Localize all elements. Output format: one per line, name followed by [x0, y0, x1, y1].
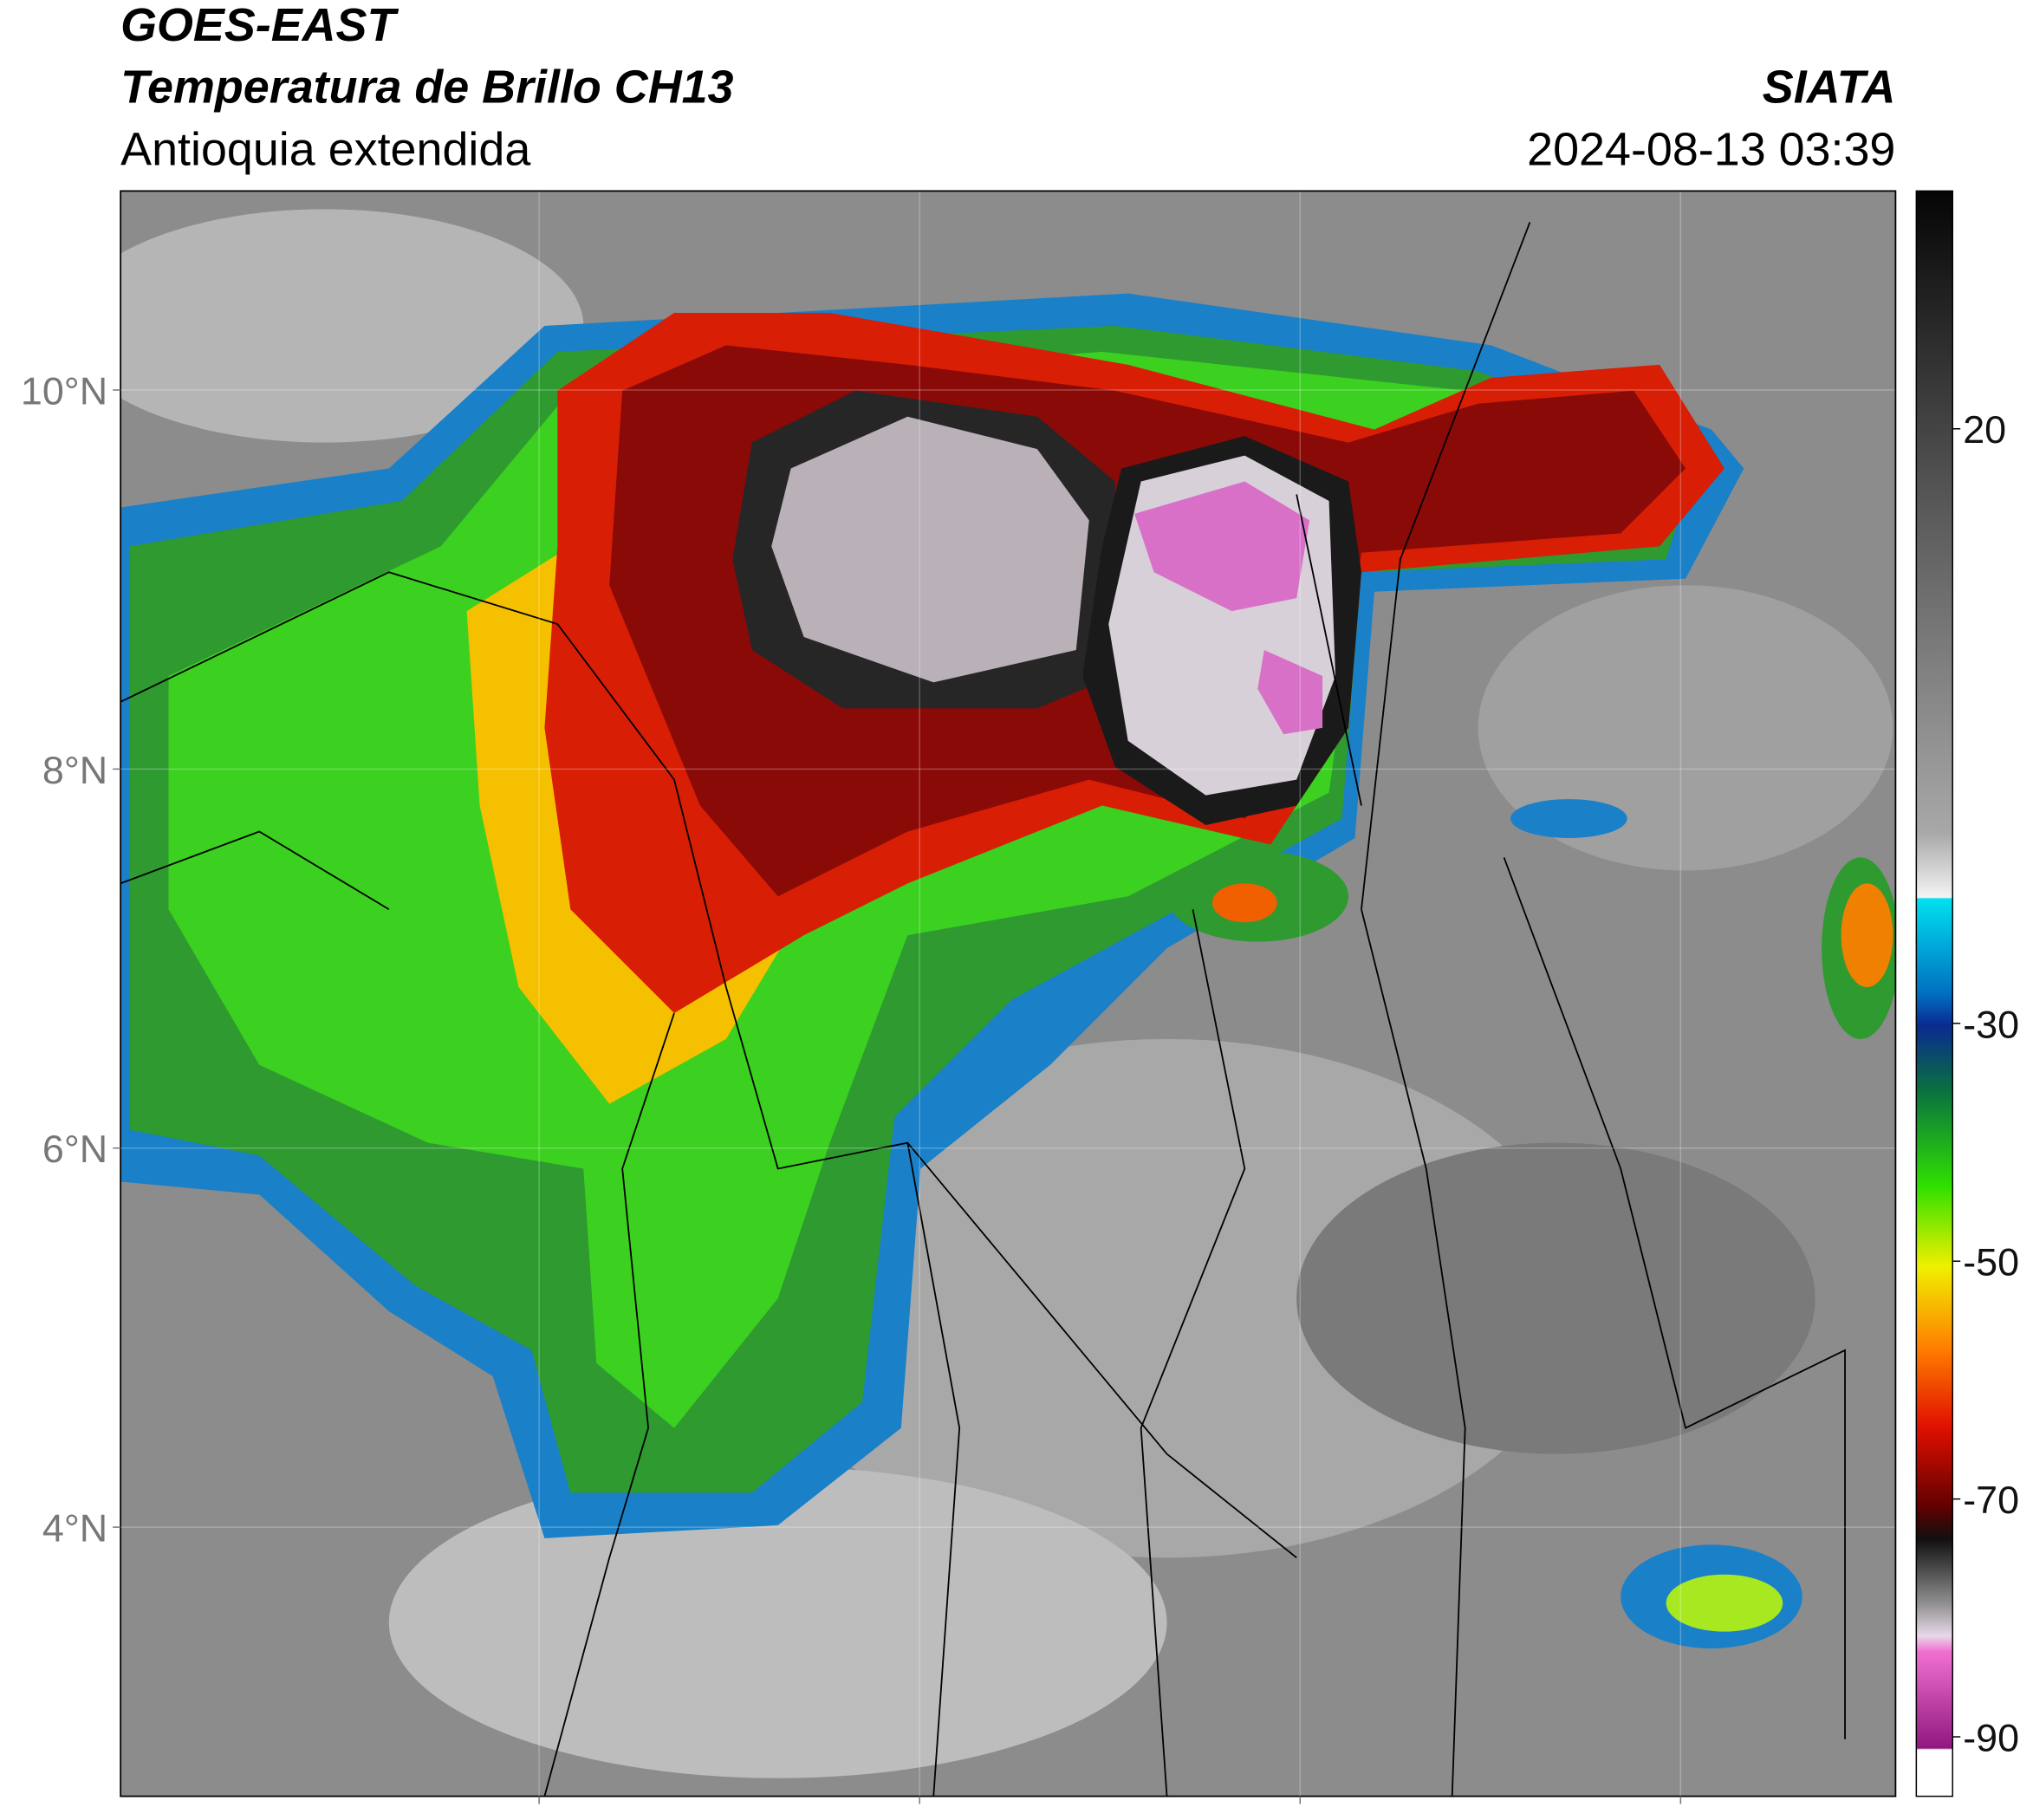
cloud — [1478, 585, 1893, 871]
x-tick-label: 74°W — [1252, 1812, 1348, 1820]
x-tick-label: 72°W — [1633, 1812, 1729, 1820]
cold-cloud — [1211, 883, 1277, 923]
colorbar-tick-label: 20 — [1963, 407, 2006, 452]
colorbar — [1915, 190, 1953, 1797]
y-tick-label: 10°N — [21, 368, 107, 413]
map-frame — [120, 190, 1897, 1797]
y-tick-label: 4°N — [42, 1506, 107, 1550]
x-tick-label: 76°W — [872, 1812, 968, 1820]
cloud — [1296, 1142, 1815, 1454]
satellite: GOES-EAST — [120, 0, 399, 51]
border — [120, 221, 1846, 1797]
y-tick-label: 8°N — [42, 748, 107, 792]
cold-core — [1257, 650, 1323, 735]
agency: SIATA — [1763, 62, 1896, 114]
colorbar-tick-label: -30 — [1963, 1002, 2019, 1046]
datetime: 2024-08-13 03:39 — [1527, 123, 1895, 175]
cloud — [120, 209, 584, 443]
cloud — [388, 1466, 1167, 1778]
colorbar-tick-label: -50 — [1963, 1240, 2019, 1284]
product: Temperatura de Brillo CH13 — [120, 62, 733, 114]
cold-core — [1134, 481, 1310, 612]
colorbar-tick-label: -90 — [1963, 1715, 2019, 1759]
x-tick-label: 78°W — [491, 1812, 588, 1820]
imagery — [120, 191, 1896, 1797]
cold-cloud — [1510, 799, 1627, 838]
region: Antioquia extendida — [120, 123, 530, 175]
overshooting-top — [771, 416, 1089, 683]
cold-cloud — [1841, 883, 1893, 988]
cold-cloud — [1666, 1574, 1783, 1632]
colorbar-tick-label: -70 — [1963, 1478, 2019, 1522]
y-tick-label: 6°N — [42, 1127, 107, 1171]
